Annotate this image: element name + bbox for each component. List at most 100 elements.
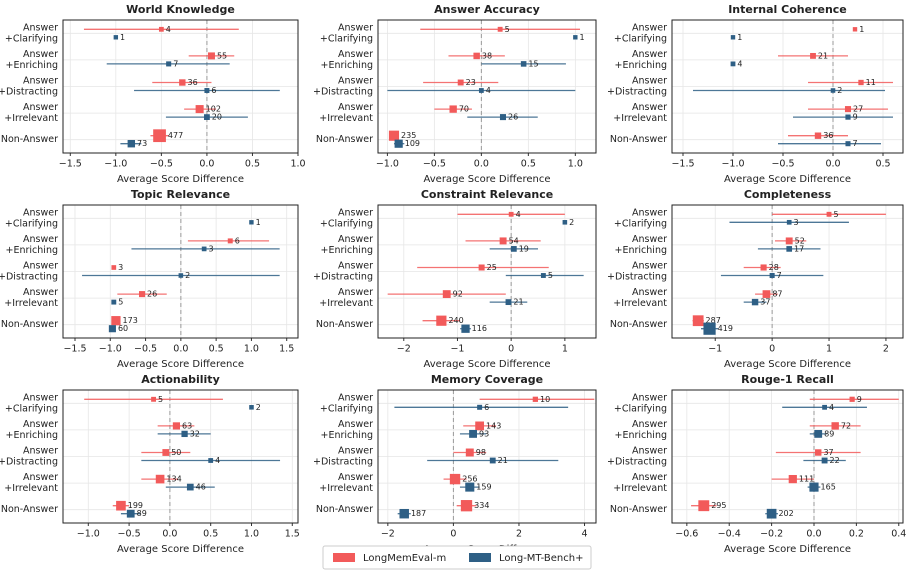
category-label: Non-Answer: [1, 319, 58, 330]
category-label: +Enriching: [321, 60, 373, 71]
chart-title: Actionability: [141, 373, 220, 386]
x-tick-label: −1.5: [59, 159, 82, 170]
category-label: +Enriching: [615, 430, 667, 441]
category-label: Answer: [632, 287, 667, 298]
count-label: 5: [158, 395, 163, 404]
count-label: 63: [182, 421, 192, 430]
count-label: 1: [737, 33, 742, 42]
chart-title: Answer Accuracy: [434, 3, 540, 16]
point-marker: [195, 105, 204, 114]
point-marker: [473, 52, 480, 60]
point-marker: [162, 449, 170, 456]
count-label: 9: [857, 395, 862, 404]
category-label: Answer: [338, 234, 373, 245]
point-marker: [845, 114, 851, 120]
chart-title: Memory Coverage: [431, 373, 543, 386]
category-label: Non-Answer: [1, 504, 58, 515]
count-label: 5: [505, 25, 510, 34]
point-marker: [126, 509, 135, 518]
plot-frame: [62, 389, 299, 524]
point-marker: [849, 396, 855, 402]
point-marker: [730, 61, 736, 67]
category-label: Non-Answer: [316, 319, 373, 330]
count-label: 37: [760, 298, 770, 307]
x-tick-label: 0.0: [825, 159, 840, 170]
category-label: +Clarifying: [614, 403, 667, 414]
count-label: 93: [479, 429, 489, 438]
category-label: +Enriching: [6, 60, 58, 71]
plot-frame: [671, 389, 904, 524]
category-label: Answer: [338, 472, 373, 483]
category-label: Answer: [632, 22, 667, 33]
count-label: 73: [137, 139, 147, 148]
count-label: 187: [411, 509, 426, 518]
category-label: Answer: [632, 419, 667, 430]
x-tick-label: 0.0: [806, 529, 821, 540]
category-label: Answer: [632, 49, 667, 60]
count-label: 17: [794, 244, 804, 253]
point-marker: [460, 500, 473, 512]
category-label: Answer: [23, 234, 58, 245]
x-tick-label: 0.2: [849, 529, 864, 540]
count-label: 4: [166, 25, 171, 34]
category-label: Answer: [338, 76, 373, 87]
category-label: Non-Answer: [610, 134, 667, 145]
point-marker: [826, 211, 832, 217]
count-label: 21: [498, 456, 508, 465]
x-tick-label: −1.0: [77, 529, 100, 540]
point-marker: [822, 404, 827, 410]
point-marker: [158, 26, 164, 32]
x-tick-label: −1.5: [671, 159, 694, 170]
x-tick-label: 0.0: [474, 159, 489, 170]
plot-frame: [377, 389, 597, 524]
point-marker: [703, 322, 716, 335]
x-tick-label: −0.5: [771, 159, 794, 170]
point-marker: [786, 246, 793, 252]
count-label: 6: [235, 236, 240, 245]
point-marker: [499, 237, 507, 245]
x-tick-label: 1.0: [244, 344, 259, 355]
x-tick-label: 1.0: [290, 159, 305, 170]
x-tick-label: 1.0: [244, 529, 259, 540]
x-tick-label: 0.4: [891, 529, 906, 540]
legend-label: LongMemEval-m: [363, 553, 446, 564]
x-axis-label: Average Score Difference: [724, 174, 851, 185]
point-marker: [388, 130, 400, 141]
x-tick-label: 1.5: [279, 344, 294, 355]
plot-frame: [377, 19, 597, 154]
point-marker: [108, 325, 116, 333]
point-marker: [249, 405, 254, 410]
point-marker: [153, 129, 166, 143]
category-label: Answer: [23, 207, 58, 218]
count-label: 21: [513, 298, 523, 307]
x-tick-label: −0.5: [423, 159, 446, 170]
point-marker: [821, 457, 828, 464]
count-label: 38: [482, 51, 492, 60]
x-tick-label: −2: [381, 529, 395, 540]
count-label: 36: [188, 78, 198, 87]
point-marker: [172, 422, 181, 430]
count-label: 4: [486, 86, 491, 95]
category-label: +Distracting: [313, 457, 373, 468]
count-label: 334: [474, 501, 489, 510]
count-label: 477: [168, 131, 183, 140]
x-axis-label: Average Score Difference: [117, 359, 244, 370]
count-label: 4: [215, 456, 220, 465]
point-marker: [139, 291, 146, 298]
count-label: 37: [823, 448, 833, 457]
count-label: 89: [137, 509, 147, 518]
category-label: +Clarifying: [320, 403, 373, 414]
count-label: 21: [818, 51, 828, 60]
count-label: 72: [841, 421, 851, 430]
category-label: +Irrelevant: [4, 113, 58, 124]
point-marker: [178, 273, 184, 278]
point-marker: [399, 508, 409, 519]
category-label: Non-Answer: [316, 134, 373, 145]
point-marker: [844, 106, 852, 113]
x-axis-label: Average Score Difference: [724, 544, 851, 555]
category-label: Answer: [23, 261, 58, 272]
count-label: 26: [147, 290, 157, 299]
point-marker: [810, 52, 816, 59]
count-label: 3: [794, 218, 799, 227]
category-label: +Clarifying: [320, 33, 373, 44]
